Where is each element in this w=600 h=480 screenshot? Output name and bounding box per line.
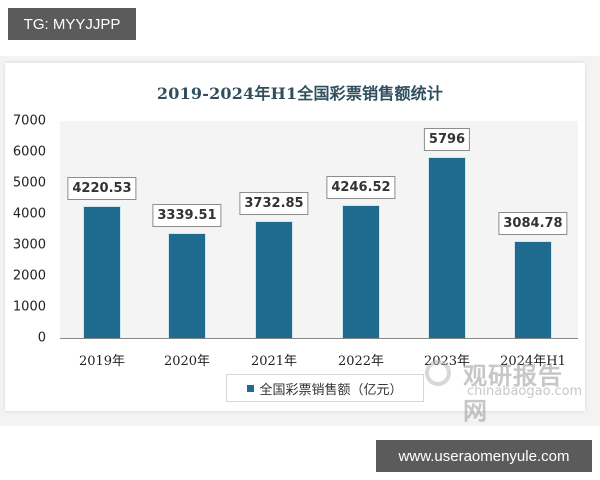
y-tick-label: 5000 xyxy=(12,175,46,191)
chinabaogao-logo-icon xyxy=(425,360,451,386)
bar xyxy=(515,242,551,338)
watermark-badge-bottom: www.useraomenyule.com xyxy=(376,440,592,472)
bar xyxy=(429,158,465,338)
x-tick-label: 2019年 xyxy=(78,354,126,369)
y-tick-label: 4000 xyxy=(12,206,46,222)
legend: 全国彩票销售额（亿元） xyxy=(226,374,424,402)
y-tick-label: 0 xyxy=(37,330,46,346)
y-tick-label: 2000 xyxy=(12,268,46,284)
bar-value-label: 3339.51 xyxy=(152,204,222,228)
y-tick-label: 6000 xyxy=(12,144,46,160)
bar-value-label: 4246.52 xyxy=(326,176,396,200)
plot-area xyxy=(60,121,578,338)
bar xyxy=(256,222,292,338)
bar-value-label: 3732.85 xyxy=(239,192,309,216)
bar-value-label: 3084.78 xyxy=(498,212,568,236)
x-tick-label: 2020年 xyxy=(163,354,211,369)
chart-title: 2019-2024年H1全国彩票销售额统计 xyxy=(156,84,444,103)
x-axis-line xyxy=(60,338,578,339)
y-tick-label: 1000 xyxy=(12,299,46,315)
watermark-badge-top: TG: MYYJJPP xyxy=(8,8,136,40)
bar xyxy=(169,234,205,338)
x-tick-label: 2024年H1 xyxy=(500,354,566,369)
x-tick-label: 2021年 xyxy=(250,354,298,369)
legend-swatch-icon xyxy=(247,384,255,392)
x-tick-label: 2022年 xyxy=(337,354,385,369)
bar-value-label: 5796 xyxy=(423,128,471,152)
bar xyxy=(84,207,120,338)
bar xyxy=(343,206,379,338)
y-tick-label: 7000 xyxy=(12,113,46,129)
legend-label: 全国彩票销售额（亿元） xyxy=(259,382,403,398)
y-tick-label: 3000 xyxy=(12,237,46,253)
watermark-en-text: chinabaogao.com xyxy=(467,384,583,399)
watermark-cn-text: 观研报告网 xyxy=(463,362,563,425)
chinabaogao-watermark: 观研报告网 chinabaogao.com xyxy=(425,356,585,425)
bar-value-label: 4220.53 xyxy=(67,177,137,201)
